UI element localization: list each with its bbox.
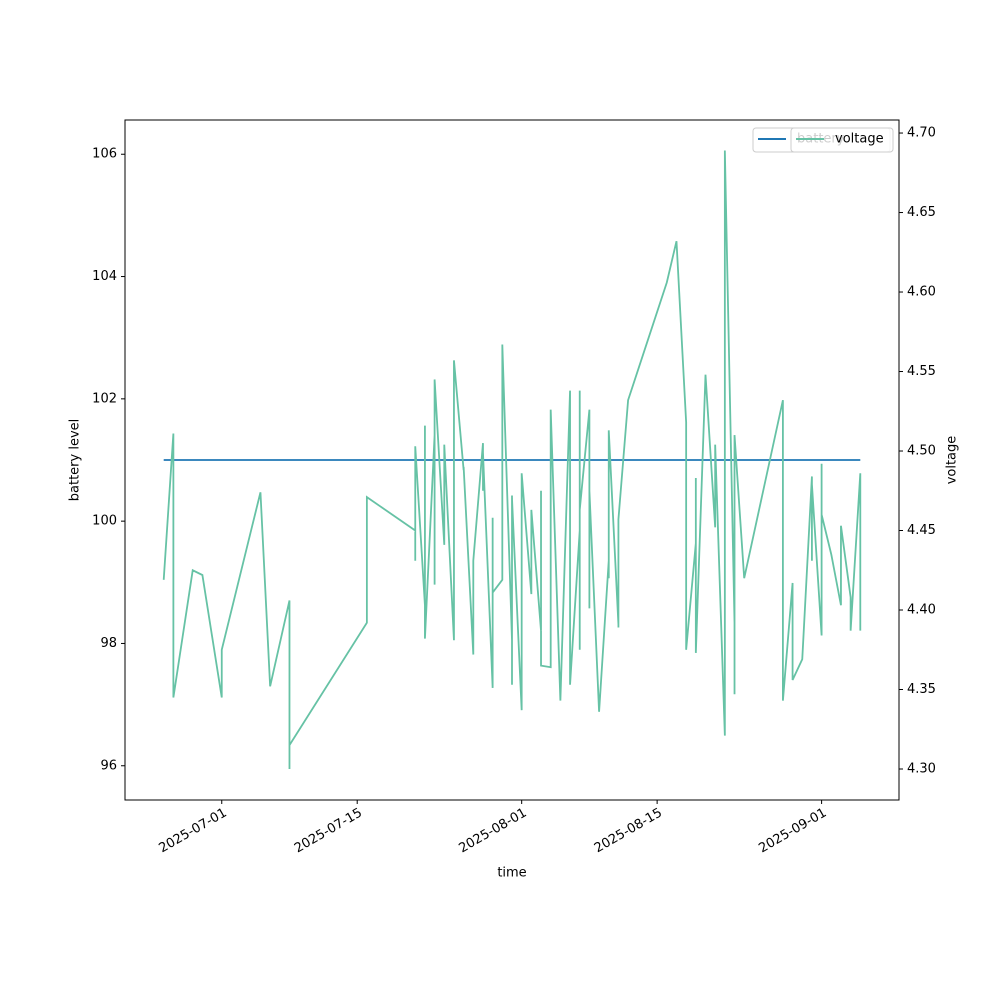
y-tick-label: 100 (92, 514, 117, 529)
series-line (162, 150, 862, 769)
legend-label: voltage (835, 132, 884, 147)
y-tick-label: 98 (100, 636, 117, 651)
y2-tick-label: 4.35 (907, 682, 936, 697)
y2-tick-label: 4.50 (907, 444, 936, 459)
legend-box (790, 127, 894, 153)
plot-frame (124, 119, 900, 801)
y-tick-label: 102 (92, 391, 117, 406)
y-tick-label: 104 (92, 269, 117, 284)
y2-tick-label: 4.40 (907, 603, 936, 618)
x-tick-label: 2025-09-01 (756, 806, 829, 857)
y2-tick-label: 4.55 (907, 364, 936, 379)
y2-tick-label: 4.70 (907, 126, 936, 141)
x-tick-label: 2025-07-15 (292, 806, 365, 857)
y2-tick-label: 4.65 (907, 205, 936, 220)
x-axis-label: time (497, 866, 526, 881)
x-tick-label: 2025-07-01 (157, 806, 230, 857)
y-axis-label: battery level (68, 419, 83, 502)
y2-axis-label: voltage (945, 436, 960, 485)
y-tick-label: 106 (92, 147, 117, 162)
y2-tick-label: 4.60 (907, 285, 936, 300)
x-tick-label: 2025-08-01 (456, 806, 529, 857)
y2-tick-label: 4.30 (907, 761, 936, 776)
y2-tick-label: 4.45 (907, 523, 936, 538)
x-tick-label: 2025-08-15 (592, 806, 665, 857)
y-tick-label: 96 (100, 758, 117, 773)
